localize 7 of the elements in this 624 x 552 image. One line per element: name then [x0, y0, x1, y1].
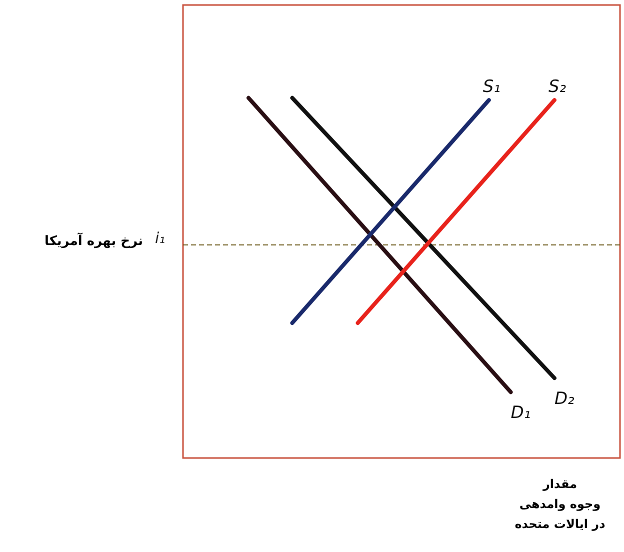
- x-axis-title: مقدار وجوه وامدهی در ایالات متحده: [514, 477, 606, 531]
- y-axis-title: نرخ بهره آمریکا: [44, 232, 143, 249]
- series-label: S₂: [548, 77, 566, 98]
- ref-line-label: i₁: [155, 228, 166, 247]
- series-label: S₁: [482, 77, 501, 98]
- series-label: D₁: [510, 403, 531, 424]
- series-label: D₂: [554, 389, 575, 410]
